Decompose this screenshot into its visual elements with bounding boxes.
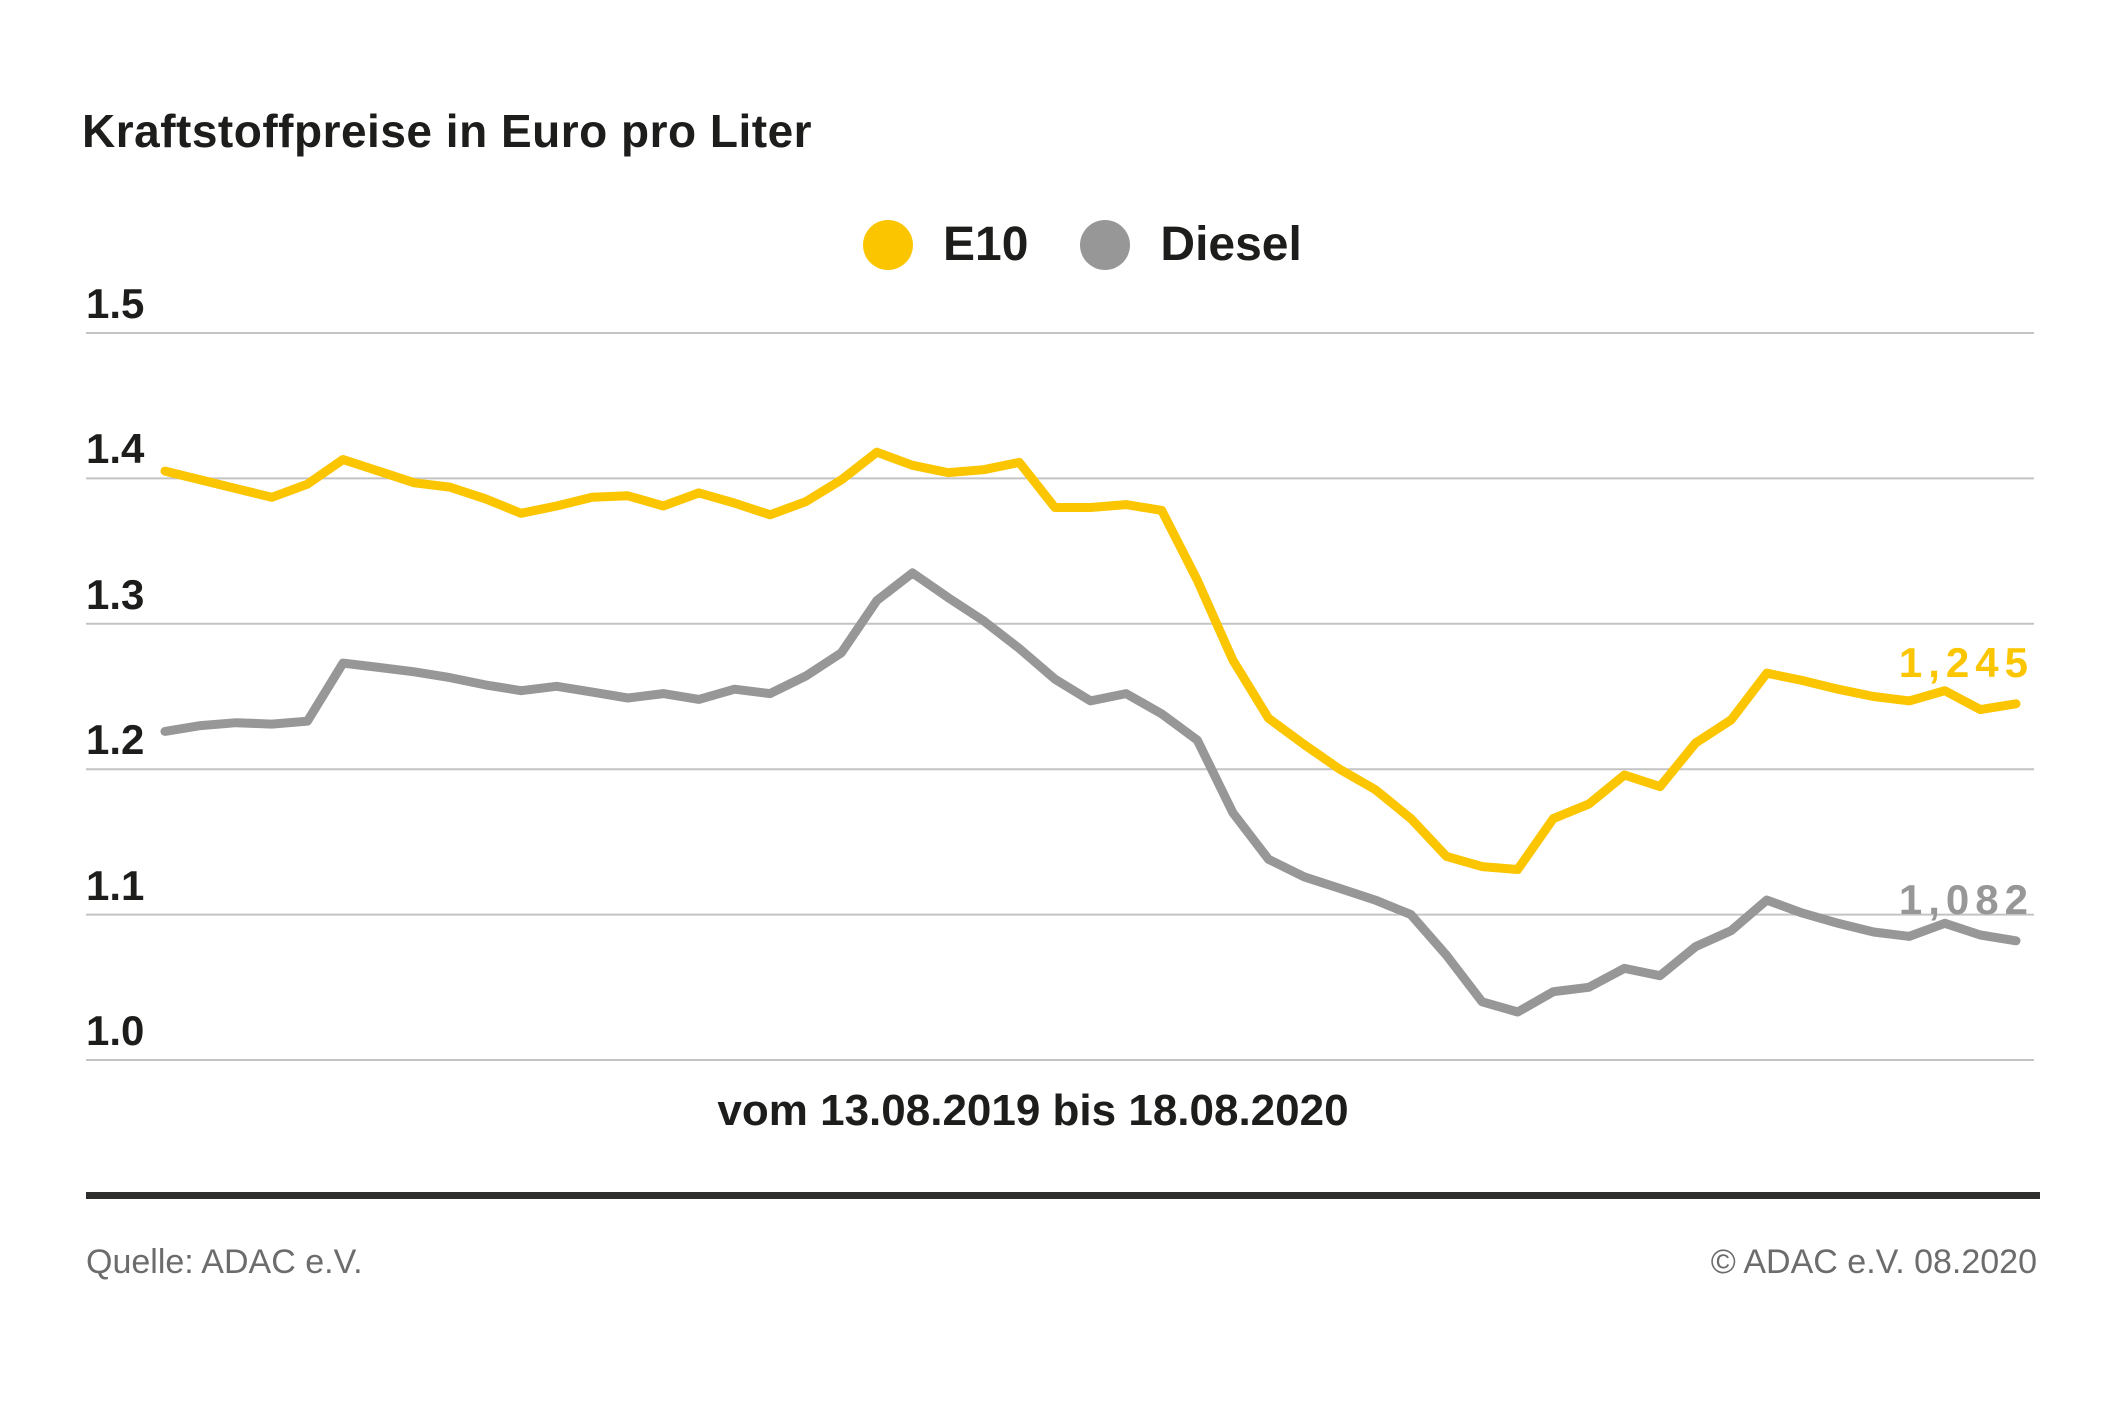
legend-label-e10: E10: [943, 218, 1029, 271]
y-tick-label: 1.0: [86, 1007, 145, 1054]
x-range-caption: vom 13.08.2019 bis 18.08.2020: [717, 1086, 1349, 1135]
y-tick-label: 1.1: [86, 861, 145, 909]
y-tick-label: 1.2: [86, 716, 145, 764]
legend: E10 Diesel: [863, 220, 1302, 270]
diesel-end-value-label: 1,082: [1898, 875, 2034, 923]
footer-separator-line: [86, 1192, 2040, 1199]
diesel-line: [160, 568, 2021, 1017]
chart-title: Kraftstoffpreise in Euro pro Liter: [82, 105, 813, 157]
legend-label-diesel: Diesel: [1160, 218, 1302, 271]
diesel-circle-swatch-icon: [1080, 220, 1131, 270]
y-tick-label: 1.5: [86, 280, 145, 327]
source-text: Quelle: ADAC e.V.: [86, 1243, 363, 1281]
y-tick-label: 1.4: [86, 425, 145, 473]
legend-item-e10: E10: [863, 220, 1028, 270]
copyright-text: © ADAC e.V. 08.2020: [1710, 1243, 2037, 1281]
e10-line: [160, 447, 2021, 874]
e10-circle-swatch-icon: [863, 220, 913, 270]
legend-item-diesel: Diesel: [1080, 218, 1302, 271]
y-tick-label: 1.3: [86, 570, 145, 618]
e10-end-value-label: 1,245: [1898, 638, 2034, 686]
